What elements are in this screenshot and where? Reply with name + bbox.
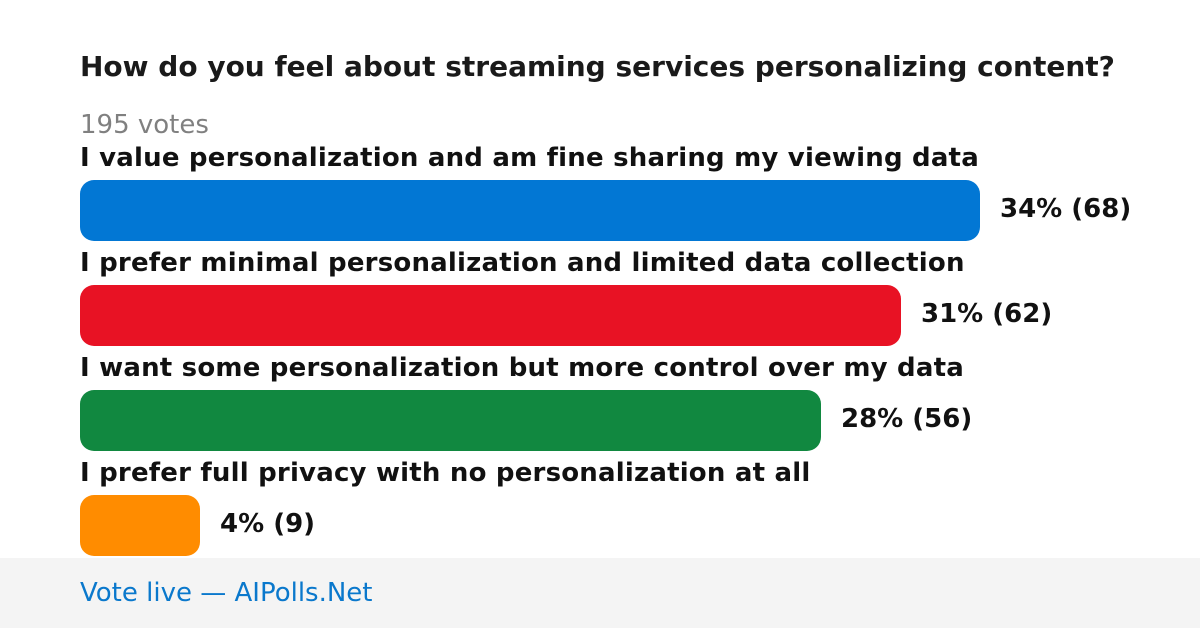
vote-count: 195 votes xyxy=(80,110,209,140)
result-bar xyxy=(80,390,821,451)
option-label: I value personalization and am fine shar… xyxy=(80,143,979,173)
footer: Vote live — AIPolls.Net xyxy=(0,558,1200,628)
option-label: I prefer full privacy with no personaliz… xyxy=(80,458,811,488)
option-label: I prefer minimal personalization and lim… xyxy=(80,248,965,278)
result-bar xyxy=(80,285,901,346)
poll-question: How do you feel about streaming services… xyxy=(80,50,1115,83)
result-value: 34% (68) xyxy=(1000,194,1132,224)
vote-live-link[interactable]: Vote live — AIPolls.Net xyxy=(80,578,373,608)
result-value: 31% (62) xyxy=(921,299,1053,329)
result-value: 4% (9) xyxy=(220,509,316,539)
result-bar xyxy=(80,180,980,241)
result-bar xyxy=(80,495,200,556)
result-value: 28% (56) xyxy=(841,404,973,434)
option-label: I want some personalization but more con… xyxy=(80,353,964,383)
